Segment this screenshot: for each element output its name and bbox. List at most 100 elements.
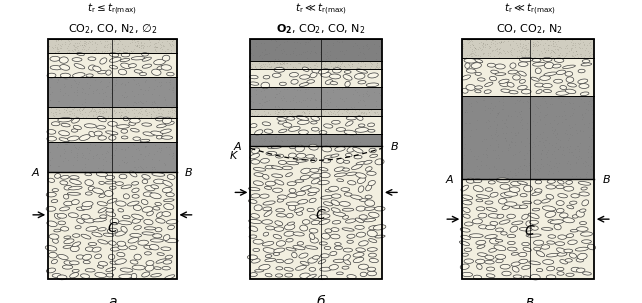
Point	[75, 110, 85, 115]
Point	[165, 82, 175, 86]
Point	[337, 38, 347, 43]
Point	[81, 48, 91, 53]
Point	[580, 159, 590, 164]
Point	[260, 62, 270, 66]
Point	[140, 107, 150, 112]
Point	[49, 44, 60, 49]
Ellipse shape	[89, 132, 95, 137]
Point	[567, 174, 577, 179]
Point	[256, 88, 266, 93]
Point	[540, 41, 550, 45]
Ellipse shape	[528, 213, 539, 218]
Point	[168, 37, 178, 42]
Point	[135, 107, 146, 112]
Point	[250, 65, 261, 70]
Ellipse shape	[581, 187, 587, 190]
Ellipse shape	[568, 83, 577, 87]
Point	[259, 112, 270, 117]
Point	[312, 63, 322, 68]
Point	[145, 42, 155, 47]
Point	[263, 98, 273, 103]
Ellipse shape	[510, 63, 516, 68]
Ellipse shape	[485, 260, 494, 264]
Point	[81, 40, 91, 45]
Point	[370, 65, 380, 70]
Point	[135, 114, 146, 119]
Point	[64, 140, 74, 145]
Ellipse shape	[358, 81, 366, 84]
Point	[498, 48, 508, 53]
Point	[370, 143, 381, 148]
Point	[362, 91, 372, 96]
Point	[534, 53, 544, 58]
Point	[520, 38, 530, 43]
Point	[582, 170, 592, 175]
Ellipse shape	[331, 200, 340, 205]
Point	[54, 98, 64, 103]
Point	[324, 110, 334, 115]
Point	[112, 105, 122, 109]
Point	[305, 37, 315, 42]
Ellipse shape	[331, 234, 340, 239]
Ellipse shape	[505, 192, 517, 196]
Point	[501, 124, 511, 129]
Point	[560, 113, 570, 118]
Point	[256, 106, 266, 111]
Ellipse shape	[275, 180, 284, 185]
Point	[53, 142, 63, 147]
Ellipse shape	[106, 208, 114, 212]
Point	[110, 83, 120, 88]
Ellipse shape	[98, 71, 107, 74]
Point	[513, 131, 523, 136]
Ellipse shape	[64, 236, 71, 238]
Ellipse shape	[547, 241, 555, 244]
Point	[521, 50, 531, 55]
Point	[514, 53, 525, 58]
Ellipse shape	[92, 66, 101, 72]
Point	[574, 147, 584, 152]
Point	[564, 123, 575, 128]
Point	[71, 153, 82, 158]
Ellipse shape	[157, 253, 164, 255]
Point	[471, 127, 482, 132]
Point	[469, 52, 479, 57]
Point	[72, 45, 82, 50]
Point	[64, 75, 74, 79]
Point	[302, 56, 312, 61]
Point	[575, 52, 586, 57]
Point	[580, 48, 590, 52]
Ellipse shape	[369, 239, 377, 242]
Ellipse shape	[151, 185, 159, 189]
Point	[91, 108, 101, 113]
Point	[138, 101, 148, 106]
Point	[505, 168, 516, 173]
Point	[494, 98, 504, 103]
Ellipse shape	[513, 75, 520, 80]
Point	[146, 114, 156, 119]
Ellipse shape	[498, 198, 507, 204]
Point	[134, 44, 144, 49]
Point	[532, 38, 542, 43]
Point	[59, 146, 69, 151]
Point	[120, 105, 130, 110]
Point	[521, 47, 531, 52]
Point	[494, 55, 505, 59]
Point	[318, 107, 328, 112]
Point	[364, 45, 374, 50]
Ellipse shape	[130, 260, 138, 264]
Ellipse shape	[334, 167, 345, 171]
Ellipse shape	[473, 219, 482, 224]
Point	[567, 105, 577, 110]
Point	[369, 89, 379, 94]
Ellipse shape	[88, 242, 97, 246]
Point	[333, 65, 343, 70]
Point	[272, 65, 282, 70]
Point	[464, 38, 474, 42]
Point	[301, 39, 311, 44]
Point	[98, 44, 108, 49]
Point	[465, 52, 476, 57]
Point	[352, 133, 362, 138]
Ellipse shape	[333, 259, 345, 262]
Point	[536, 161, 546, 166]
Ellipse shape	[145, 186, 155, 191]
